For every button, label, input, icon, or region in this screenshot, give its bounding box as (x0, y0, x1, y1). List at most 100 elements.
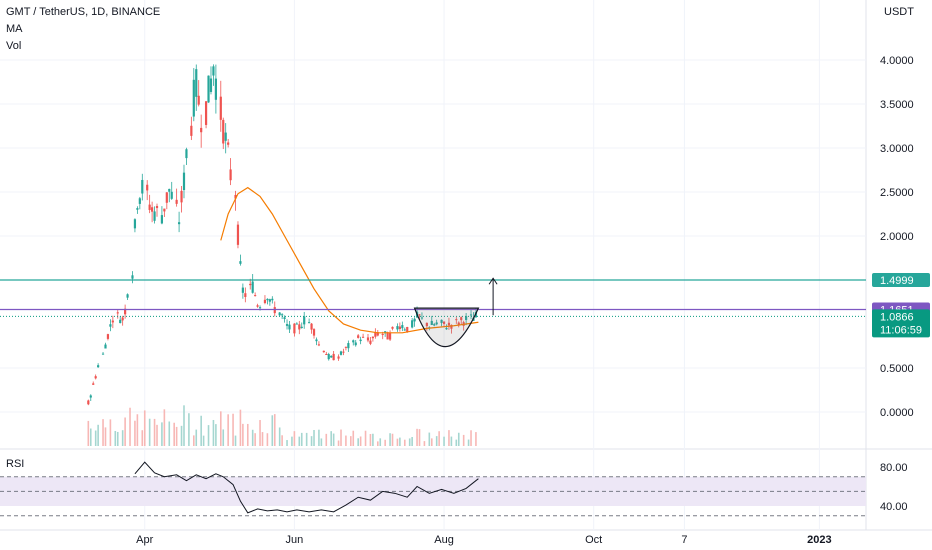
candle-body (155, 205, 159, 209)
candle-body (163, 208, 166, 212)
rsi-line (134, 461, 479, 514)
volume-bar (291, 436, 293, 446)
candle-body (312, 329, 316, 336)
candle-body (310, 323, 313, 330)
y-tick-label: 2.0000 (880, 231, 914, 243)
volume-bar (168, 421, 171, 446)
candle-body (283, 317, 286, 320)
candle-body (450, 324, 453, 329)
symbol-title: GMT / TetherUS, 1D, BINANCE (6, 6, 161, 18)
rsi-tick-label: 40.00 (880, 501, 908, 513)
candle-body (281, 314, 284, 316)
candle-body (126, 294, 129, 298)
candle-body (344, 346, 348, 348)
volume-bar (215, 424, 217, 446)
candle-body (460, 317, 463, 321)
candle-body (386, 332, 389, 340)
volume-bar (156, 424, 158, 446)
candle-body (204, 101, 208, 125)
y-tick-label: 3.0000 (880, 143, 914, 155)
candle-body (465, 316, 468, 320)
candle-body (376, 332, 379, 336)
volume-bar (475, 432, 477, 446)
volume-bar (448, 430, 450, 446)
candle-body (121, 317, 124, 321)
candle-body (440, 319, 443, 323)
candle-body (413, 318, 416, 322)
ma-legend[interactable]: MA (6, 23, 23, 35)
volume-bar (369, 433, 372, 446)
candle-body (89, 395, 92, 398)
x-tick-label: Oct (585, 534, 602, 546)
volume-bar (310, 436, 313, 446)
y-tick-label: 0.5000 (880, 363, 914, 375)
volume-bar (345, 435, 347, 446)
candle-body (131, 275, 134, 279)
candle-body (445, 328, 448, 330)
volume-bar (352, 430, 355, 446)
candle-body (244, 293, 247, 297)
candle-body (256, 305, 259, 307)
volume-bar (411, 436, 413, 446)
candle-body (195, 69, 198, 97)
candle-body (347, 343, 350, 349)
volume-bar (286, 440, 288, 446)
candle-body (435, 322, 438, 325)
volume-bar (300, 432, 303, 446)
volume-bar (124, 417, 126, 446)
candle-body (455, 319, 458, 321)
candle-body (254, 295, 257, 297)
candle-body (330, 355, 333, 358)
volume-bar (141, 430, 144, 446)
candle-body (229, 169, 232, 181)
candle-body (357, 335, 360, 338)
candle-body (411, 320, 414, 328)
volume-bar (305, 432, 308, 446)
volume-bar (183, 405, 185, 446)
volume-bar (293, 431, 296, 446)
candle-body (308, 322, 311, 324)
volume-bar (246, 423, 249, 446)
candle-body (222, 119, 225, 144)
candle-body (354, 342, 357, 346)
volume-bar (298, 436, 301, 446)
last-price-text: 1.0866 (880, 311, 914, 323)
volume-bar (430, 438, 433, 446)
candle-body (200, 127, 203, 133)
candle-body (160, 215, 164, 224)
candle-body (133, 219, 137, 229)
candle-body (401, 325, 404, 329)
candle-body (148, 204, 151, 210)
y-tick-label: 2.5000 (880, 187, 914, 199)
volume-bar (153, 418, 156, 446)
candle-body (271, 298, 274, 301)
rsi-legend[interactable]: RSI (6, 458, 25, 470)
candle-body (224, 132, 227, 141)
volume-bar (104, 427, 107, 446)
candle-body (185, 149, 188, 159)
volume-bar (418, 429, 421, 446)
resistance-price-tag-bg (872, 273, 930, 288)
candle-body (342, 351, 345, 353)
candle-body (315, 339, 318, 342)
volume-bar (102, 419, 104, 446)
candle-body (352, 340, 355, 343)
volume-bar (94, 430, 97, 446)
volume-bar (87, 420, 90, 446)
volume-bar (320, 438, 323, 446)
candle-body (241, 287, 244, 293)
x-tick-label: Apr (136, 534, 153, 546)
vol-legend[interactable]: Vol (6, 40, 22, 52)
volume-bar (161, 422, 163, 446)
volume-bar (136, 414, 139, 446)
candle-body (268, 299, 271, 302)
candle-body (361, 336, 365, 338)
candle-body (234, 194, 237, 199)
candle-body (295, 323, 298, 325)
candle-body (303, 316, 306, 325)
volume-bar (116, 431, 119, 446)
candle-body (192, 79, 195, 117)
candle-body (141, 179, 144, 194)
